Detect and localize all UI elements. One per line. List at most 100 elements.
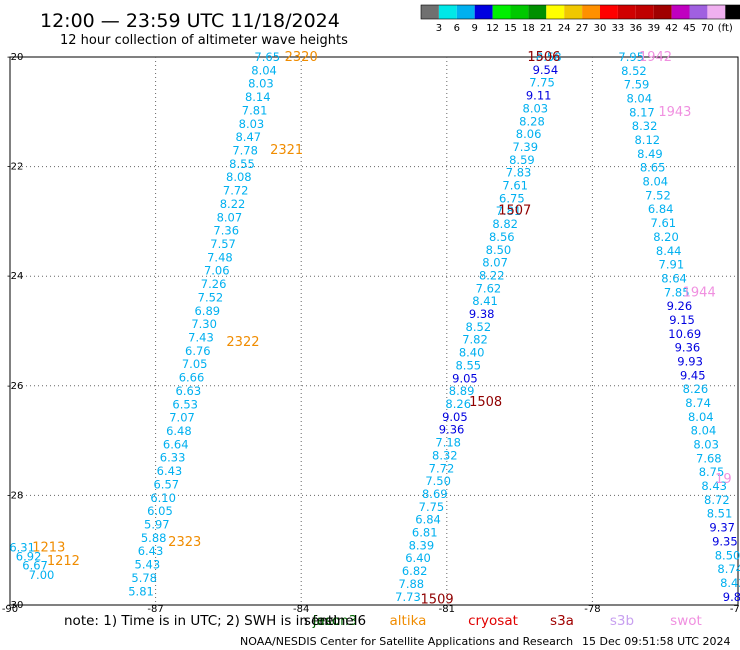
- swh-point-label: 7.81: [496, 204, 522, 218]
- swh-point-label: 6.84: [415, 513, 441, 527]
- colorbar-swatch: [725, 5, 740, 19]
- swh-point-label: 7.07: [169, 411, 195, 425]
- pass-number-label: 1508: [469, 395, 502, 410]
- swh-point-label: 7.52: [645, 188, 671, 202]
- colorbar-label: 36: [629, 23, 642, 34]
- legend-entry: sentinel6: [304, 613, 366, 629]
- swh-point-label: 9.54: [533, 63, 559, 77]
- swh-point-label: 8.28: [519, 114, 545, 128]
- colorbar-swatch: [510, 5, 529, 19]
- swh-point-label: 8.14: [245, 90, 271, 104]
- swh-point-label: 8.74: [717, 562, 740, 576]
- x-tick-label: -90: [2, 604, 18, 615]
- colorbar-label: 9: [472, 23, 478, 34]
- swh-point-label: 6.40: [405, 551, 431, 565]
- grid: [10, 57, 738, 605]
- swh-point-label: 9.05: [442, 410, 468, 424]
- swh-point-label: 8.26: [445, 397, 471, 411]
- swh-point-label: 9.11: [526, 89, 552, 103]
- swh-point-label: 7.18: [435, 436, 461, 450]
- colorbar: 3 6 9 12 15 18 21 24 27 30 33 36 39 42 45 70 (ft): [420, 4, 740, 34]
- swh-point-label: 9.36: [675, 341, 701, 355]
- swh-point-label: 6.31: [9, 540, 35, 554]
- swh-point-label: 8.59: [509, 153, 535, 167]
- colorbar-label: 15: [504, 23, 517, 34]
- pass-number-label: 1943: [658, 105, 691, 120]
- footer-timestamp: 15 Dec 09:51:58 UTC 2024: [582, 635, 730, 648]
- swh-point-label: 9.15: [669, 313, 695, 327]
- swh-point-label: 7.48: [207, 250, 233, 264]
- swh-point-label: 9.45: [680, 368, 706, 382]
- pass-number-label: 1212: [47, 554, 80, 569]
- swh-point-label: 8.89: [449, 384, 475, 398]
- colorbar-label: 42: [665, 23, 678, 34]
- swh-point-label: 5.43: [135, 558, 161, 572]
- footer-note: note: 1) Time is in UTC; 2) SWH is in fe…: [64, 613, 339, 629]
- footer-credit: NOAA/NESDIS Center for Satellite Applica…: [240, 635, 573, 648]
- swh-point-label: 8.44: [656, 244, 682, 258]
- swh-point-label: 7.61: [502, 179, 528, 193]
- swh-point-label: 7.72: [429, 461, 455, 475]
- swh-point-label: 6.82: [402, 564, 428, 578]
- swh-point-label: 7.65: [254, 50, 280, 64]
- swh-point-label: 6.67: [22, 559, 48, 573]
- swh-point-label: 6.89: [194, 304, 220, 318]
- colorbar-swatch: [653, 5, 672, 19]
- legend-entry: jason3: [312, 613, 357, 629]
- plot-frame: [9, 56, 739, 606]
- swh-point-label: 10.69: [668, 327, 701, 341]
- pass-number-label: 2321: [270, 143, 303, 158]
- chart-title: 12:00 — 23:59 UTC 11/18/2024: [40, 10, 340, 32]
- swh-point-label: 8.50: [486, 243, 512, 257]
- swh-point-label: 8.75: [699, 465, 725, 479]
- swh-point-label: 9.05: [452, 371, 478, 385]
- x-tick-label: -87: [147, 604, 163, 615]
- swh-point-label: 8.22: [220, 197, 246, 211]
- pass-number-label: 2320: [285, 50, 318, 65]
- colorbar-swatch: [456, 5, 475, 19]
- colorbar-label: 21: [540, 23, 553, 34]
- data-points: 7.658.048.038.147.818.038.477.788.558.08…: [9, 50, 740, 604]
- swh-point-label: 9.93: [677, 354, 703, 368]
- swh-point-label: 5.78: [131, 571, 157, 585]
- swh-point-label: 8.04: [691, 424, 717, 438]
- swh-point-label: 6.76: [185, 344, 211, 358]
- swh-point-label: 7.39: [512, 140, 538, 154]
- swh-point-label: 8.52: [621, 64, 647, 78]
- swh-point-label: 8.12: [634, 133, 660, 147]
- pass-number-label: 2322: [226, 335, 259, 350]
- swh-point-label: 9.81: [723, 590, 740, 604]
- swh-point-label: 9.26: [667, 299, 693, 313]
- swh-point-label: 8.42: [720, 576, 740, 590]
- legend-entry: cryosat: [468, 613, 518, 629]
- swh-point-label: 7.82: [462, 333, 488, 347]
- swh-point-label: 8.64: [661, 271, 687, 285]
- swh-point-label: 8.72: [704, 493, 730, 507]
- colorbar-swatch: [600, 5, 618, 19]
- pass-number-label: 1944: [683, 286, 716, 301]
- y-tick-label: -26: [7, 381, 23, 392]
- swh-point-label: 8.43: [701, 479, 727, 493]
- swh-point-label: 8.52: [466, 320, 492, 334]
- swh-point-label: 7.95: [618, 50, 644, 64]
- swh-point-label: 8.03: [248, 77, 274, 91]
- swh-point-label: 8.50: [715, 548, 740, 562]
- colorbar-label: 70: [701, 23, 714, 34]
- colorbar-swatch: [689, 5, 708, 19]
- swh-point-label: 6.84: [648, 202, 674, 216]
- swh-point-label: 7.50: [425, 474, 451, 488]
- swh-point-label: 7.81: [242, 103, 268, 117]
- colorbar-label: 3: [436, 23, 442, 34]
- x-tick-label: -84: [293, 604, 309, 615]
- swh-point-label: 6.57: [153, 477, 179, 491]
- swh-point-label: 7.73: [395, 590, 421, 604]
- swh-point-label: 7.78: [232, 144, 258, 158]
- swh-point-label: 8.69: [422, 487, 448, 501]
- swh-point-label: 9.35: [712, 534, 738, 548]
- swh-point-label: 8.32: [432, 448, 458, 462]
- swh-point-label: 8.65: [640, 161, 666, 175]
- swh-point-label: 5.88: [141, 531, 167, 545]
- swh-point-label: 7.61: [651, 216, 677, 230]
- swh-point-label: 6.81: [412, 526, 438, 540]
